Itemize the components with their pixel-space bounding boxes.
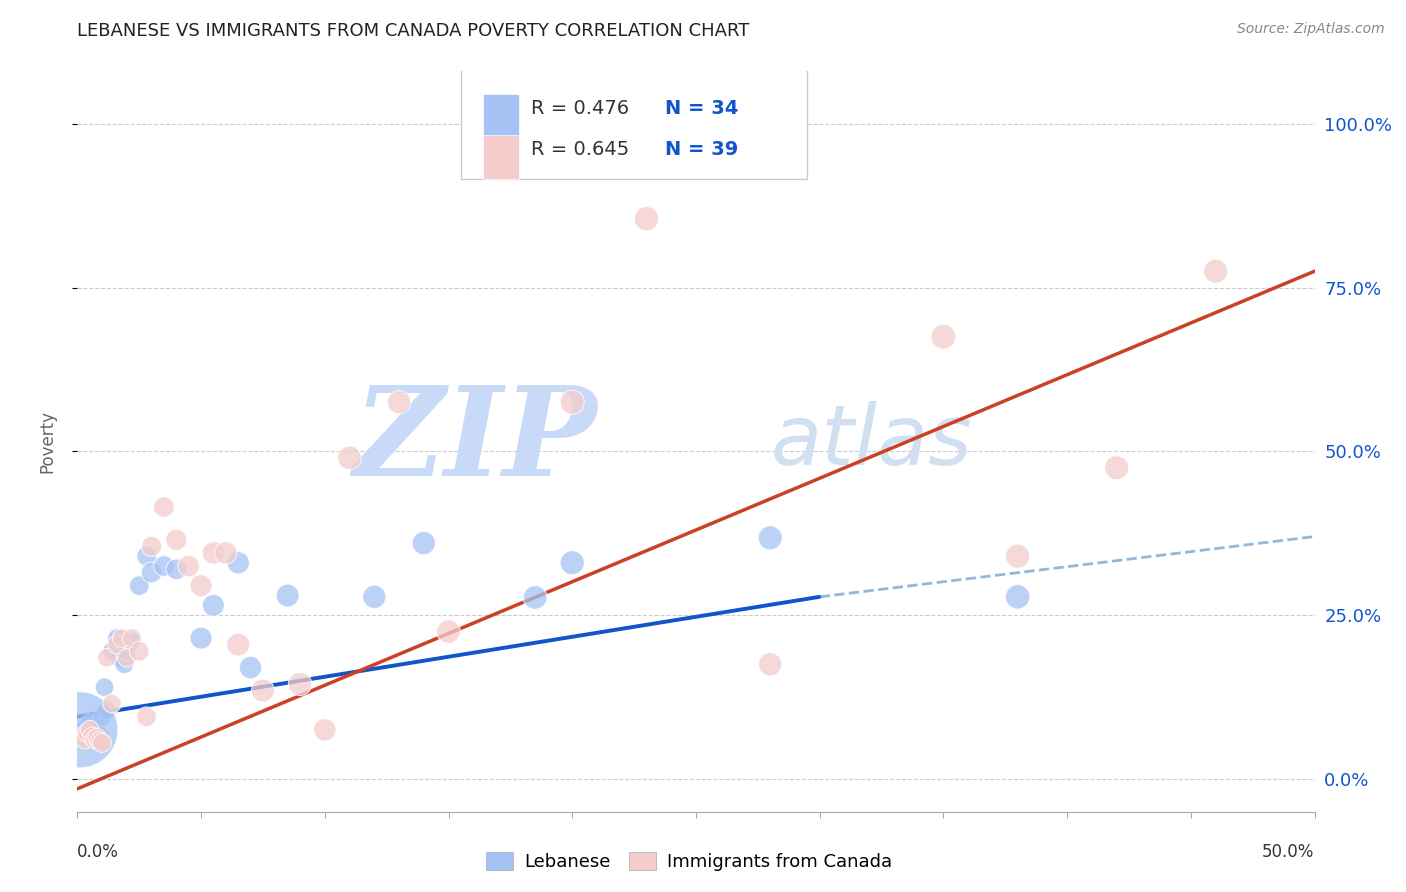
Text: Source: ZipAtlas.com: Source: ZipAtlas.com [1237, 22, 1385, 37]
Text: LEBANESE VS IMMIGRANTS FROM CANADA POVERTY CORRELATION CHART: LEBANESE VS IMMIGRANTS FROM CANADA POVER… [77, 22, 749, 40]
Point [202, 546, 225, 560]
Text: ZIP: ZIP [353, 381, 598, 502]
Point [86, 726, 108, 740]
Point [226, 556, 249, 570]
Point [135, 709, 157, 723]
Point [1007, 549, 1029, 564]
Point [89, 734, 111, 748]
Point [215, 546, 238, 560]
Text: 0.0%: 0.0% [77, 843, 120, 861]
Point [76, 726, 98, 740]
Y-axis label: Poverty: Poverty [38, 410, 56, 473]
Point [72, 730, 94, 744]
Point [153, 500, 176, 514]
Point [79, 716, 101, 731]
Point [128, 644, 150, 658]
Point [105, 631, 128, 645]
Legend: Lebanese, Immigrants from Canada: Lebanese, Immigrants from Canada [479, 845, 898, 879]
Point [69, 723, 91, 737]
Point [76, 720, 98, 734]
Point [105, 638, 128, 652]
Point [115, 644, 138, 658]
Point [91, 709, 114, 723]
Point [96, 650, 118, 665]
Point [252, 683, 274, 698]
Point [177, 559, 200, 574]
Text: N = 34: N = 34 [665, 99, 738, 119]
Point [190, 631, 212, 645]
Point [101, 644, 124, 658]
Point [165, 533, 187, 547]
Point [89, 730, 111, 744]
Point [112, 657, 135, 672]
Point [759, 531, 782, 545]
Point [93, 680, 115, 694]
Point [288, 677, 311, 691]
Point [82, 730, 104, 744]
Point [339, 450, 361, 465]
Point [190, 579, 212, 593]
Text: R = 0.476: R = 0.476 [531, 99, 630, 119]
Point [759, 657, 782, 672]
Point [524, 591, 547, 605]
Point [388, 395, 411, 409]
Point [363, 590, 385, 604]
Point [128, 579, 150, 593]
Point [437, 624, 460, 639]
Point [73, 730, 96, 744]
Point [72, 723, 94, 737]
Text: 50.0%: 50.0% [1263, 843, 1315, 861]
Point [153, 559, 176, 574]
Point [1205, 264, 1227, 278]
FancyBboxPatch shape [484, 94, 519, 137]
Point [226, 638, 249, 652]
FancyBboxPatch shape [461, 68, 807, 178]
Point [115, 650, 138, 665]
Point [135, 549, 157, 564]
Point [121, 634, 143, 648]
Point [1105, 460, 1128, 475]
Text: N = 39: N = 39 [665, 140, 738, 159]
Point [1007, 590, 1029, 604]
Point [412, 536, 434, 550]
Point [79, 723, 101, 737]
Point [108, 650, 131, 665]
Point [83, 732, 105, 747]
Point [277, 589, 299, 603]
Point [239, 660, 262, 674]
Point [141, 566, 163, 580]
Point [121, 631, 143, 645]
Point [83, 723, 105, 737]
Point [101, 697, 124, 711]
Text: R = 0.645: R = 0.645 [531, 140, 630, 159]
Point [111, 631, 134, 645]
Text: atlas: atlas [770, 401, 972, 482]
Point [91, 736, 114, 750]
Point [759, 117, 782, 131]
Point [202, 599, 225, 613]
Point [165, 562, 187, 576]
Point [82, 730, 104, 744]
Point [561, 556, 583, 570]
Point [636, 211, 658, 226]
Point [86, 731, 108, 745]
Point [96, 703, 118, 717]
FancyBboxPatch shape [484, 135, 519, 178]
Point [561, 395, 583, 409]
Point [314, 723, 336, 737]
Point [141, 540, 163, 554]
Point [932, 329, 955, 343]
Point [73, 732, 96, 747]
